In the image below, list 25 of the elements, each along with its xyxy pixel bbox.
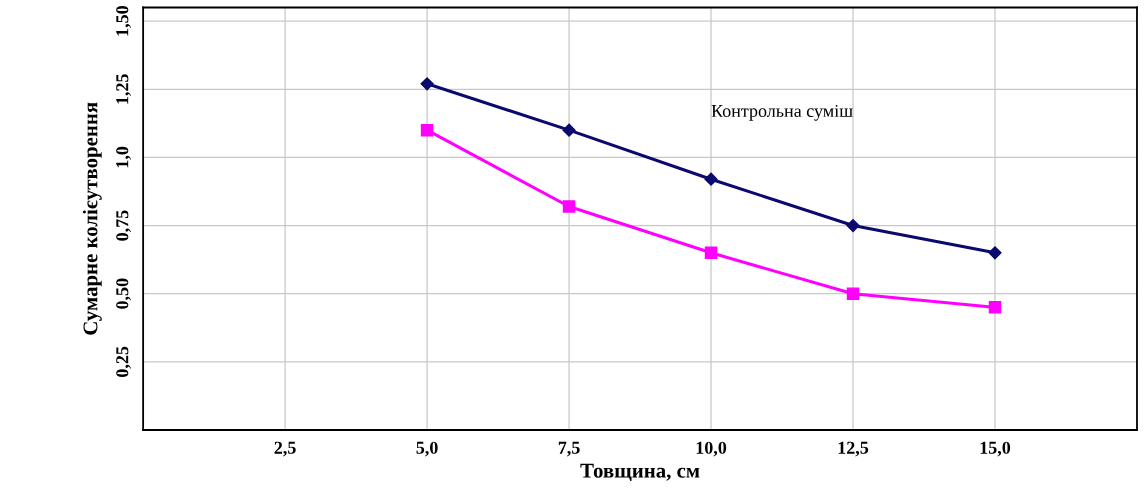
text: Контрольна суміш [711,104,853,121]
point [704,246,718,260]
y-tick-label: 0,50 [116,278,131,309]
point [420,77,434,91]
x-tick-label: 12,5 [838,441,869,457]
point [846,287,860,300]
point [846,218,860,233]
y-tick-label: 0,25 [116,346,131,377]
y-tick-label: 1,0 [116,146,131,168]
y-tick-label: 0,75 [116,210,131,241]
y-axis-title: Сумарне колієутворення [82,102,102,335]
x-tick-label: 7,5 [558,441,580,457]
x-axis-title: Товщина, см [580,463,700,482]
point [562,123,576,137]
y-tick-label: 1,25 [116,74,131,104]
y-tick-label: 1,50 [116,6,131,36]
x-tick-label: 2,5 [274,441,296,457]
point [420,123,434,137]
point [704,172,718,186]
x-tick-label: 10,0 [696,441,727,457]
point [988,246,1002,260]
x-tick-label: 5,0 [416,441,438,457]
point [562,200,576,213]
point [988,301,1002,314]
x-tick-label: 15,0 [980,441,1011,457]
